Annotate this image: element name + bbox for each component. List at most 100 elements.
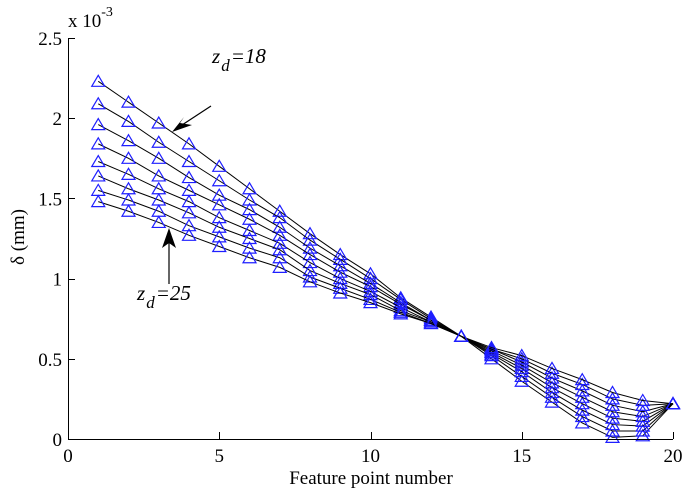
triangle-marker-icon <box>544 366 560 379</box>
x-tick-label: 10 <box>361 446 380 467</box>
annotation-zd25-label: zd=25 <box>136 281 191 312</box>
y-tick-label: 0 <box>53 430 63 451</box>
triangle-marker-icon <box>332 252 348 265</box>
triangle-marker-icon <box>241 231 258 245</box>
triangle-marker-icon <box>241 192 258 206</box>
triangle-marker-icon <box>211 159 227 172</box>
triangle-marker-icon <box>393 306 409 320</box>
triangle-marker-icon <box>635 409 651 423</box>
y-tick-label: 1.5 <box>38 189 62 210</box>
triangle-marker-icon <box>544 390 560 403</box>
triangle-marker-icon <box>151 151 167 164</box>
triangle-marker-icon <box>272 220 288 233</box>
triangle-marker-icon <box>302 240 318 254</box>
triangle-marker-icon <box>635 428 651 442</box>
triangle-marker-icon <box>272 204 288 217</box>
triangle-marker-icon <box>120 114 137 128</box>
triangle-marker-icon <box>574 396 590 410</box>
triangle-marker-icon <box>544 375 560 389</box>
x-tick-label: 15 <box>512 446 531 467</box>
triangle-marker-icon <box>302 226 318 240</box>
triangle-marker-icon <box>362 292 379 306</box>
triangle-marker-icon <box>453 329 469 342</box>
triangle-marker-icon <box>241 250 258 264</box>
triangle-marker-icon <box>302 232 318 246</box>
triangle-marker-icon <box>181 154 197 168</box>
triangle-marker-icon <box>514 358 530 371</box>
triangle-marker-icon <box>332 258 348 272</box>
annotation-zd18-label: zd=18 <box>211 44 266 75</box>
triangle-marker-icon <box>120 167 137 180</box>
triangle-marker-icon <box>241 223 258 237</box>
triangle-marker-icon <box>362 295 379 309</box>
series-layer <box>90 74 681 443</box>
triangle-marker-icon <box>574 402 590 416</box>
triangle-marker-icon <box>574 383 590 397</box>
triangle-marker-icon <box>272 242 288 256</box>
triangle-marker-icon <box>604 385 621 399</box>
triangle-marker-icon <box>574 372 590 386</box>
annotation-zd18-sub: d <box>221 56 230 75</box>
triangle-marker-icon <box>211 220 227 233</box>
triangle-marker-icon <box>181 136 197 150</box>
triangle-marker-icon <box>90 96 106 110</box>
triangle-marker-icon <box>181 205 197 219</box>
triangle-marker-icon <box>423 316 439 330</box>
annotation-zd25-sub: d <box>146 293 155 312</box>
triangle-marker-icon <box>302 247 318 261</box>
triangle-marker-icon <box>211 239 227 253</box>
annotation-zd18-value: =18 <box>231 44 267 68</box>
annotation-zd25-var: z <box>136 281 145 305</box>
x-axis-title: Feature point number <box>289 468 453 489</box>
series-z-d-25 <box>90 194 681 410</box>
triangle-marker-icon <box>604 398 621 411</box>
series-z-d-18 <box>90 74 681 443</box>
triangle-marker-icon <box>665 396 681 410</box>
series-z-d-20 <box>90 117 681 432</box>
triangle-marker-icon <box>483 348 500 362</box>
triangle-marker-icon <box>181 170 197 184</box>
x-tick-label: 5 <box>215 446 225 467</box>
triangle-marker-icon <box>635 398 651 411</box>
series-z-d-21 <box>90 136 681 427</box>
triangle-marker-icon <box>151 168 167 182</box>
triangle-marker-icon <box>120 204 137 217</box>
triangle-marker-icon <box>635 423 651 437</box>
triangle-marker-icon <box>90 154 106 168</box>
triangle-marker-icon <box>90 117 106 131</box>
triangle-marker-icon <box>604 430 621 443</box>
triangle-marker-icon <box>181 228 197 241</box>
triangle-marker-icon <box>211 229 227 243</box>
triangle-marker-icon <box>514 361 530 375</box>
triangle-marker-icon <box>544 394 560 408</box>
triangle-marker-icon <box>483 346 500 360</box>
triangle-marker-icon <box>635 404 651 418</box>
triangle-marker-icon <box>604 410 621 424</box>
triangle-marker-icon <box>544 361 560 375</box>
triangle-marker-icon <box>90 136 106 150</box>
triangle-marker-icon <box>151 215 167 229</box>
triangle-marker-icon <box>604 391 621 405</box>
triangle-marker-icon <box>90 183 106 196</box>
triangle-marker-icon <box>151 135 167 148</box>
triangle-marker-icon <box>241 240 258 254</box>
triangle-marker-icon <box>302 274 318 288</box>
triangle-marker-icon <box>635 414 651 427</box>
triangle-marker-icon <box>211 188 227 201</box>
annotation-zd25: zd=25 <box>136 228 191 312</box>
series-line <box>97 80 674 438</box>
triangle-marker-icon <box>151 115 167 129</box>
triangle-marker-icon <box>120 133 137 147</box>
y-axis-title: δ (mm) <box>8 209 29 265</box>
triangle-marker-icon <box>574 415 590 429</box>
y-tick-label: 1 <box>53 270 63 291</box>
triangle-marker-icon <box>393 305 409 318</box>
y-multiplier-exponent: -3 <box>101 5 113 20</box>
triangle-marker-icon <box>272 210 288 224</box>
triangle-marker-icon <box>393 297 409 310</box>
triangle-marker-icon <box>120 151 137 164</box>
triangle-marker-icon <box>181 218 197 232</box>
triangle-marker-icon <box>90 74 106 87</box>
x-tick-label: 20 <box>664 446 683 467</box>
triangle-marker-icon <box>574 409 590 423</box>
